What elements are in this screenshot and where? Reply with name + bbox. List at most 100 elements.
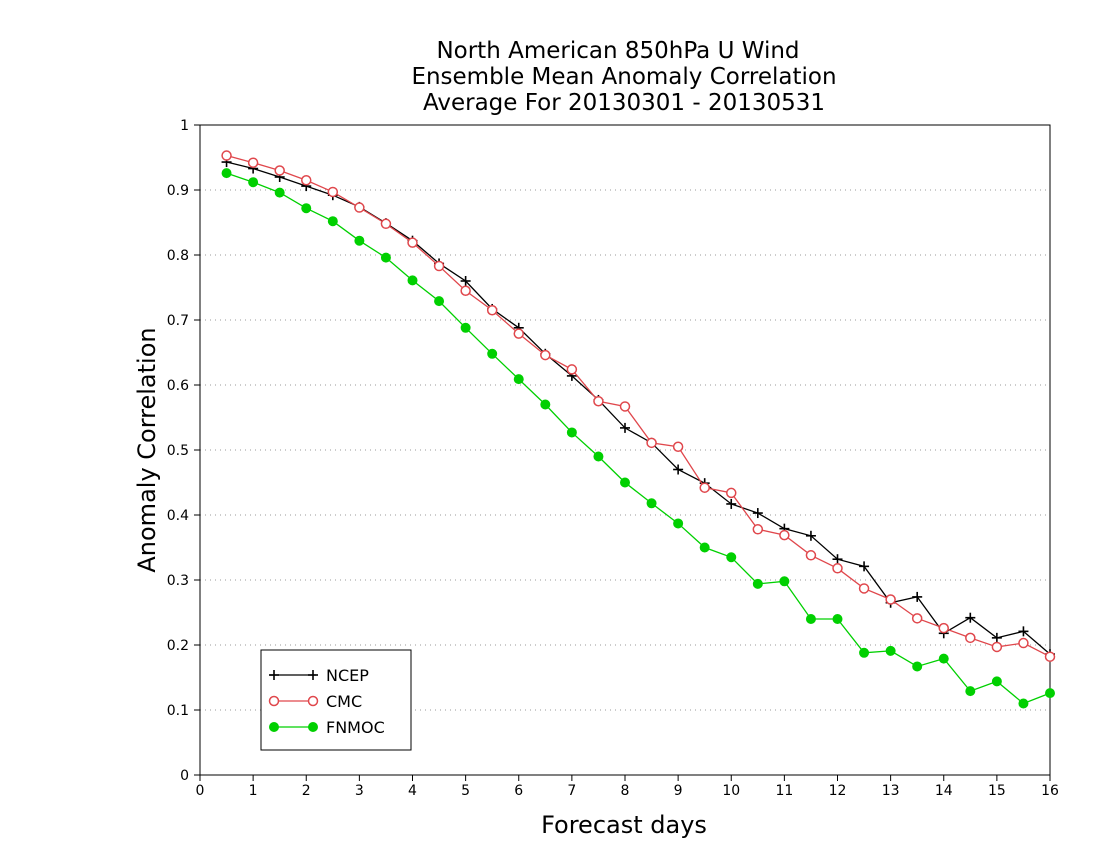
x-tick-label: 11: [775, 783, 793, 799]
fnmoc-point: [301, 203, 312, 214]
cmc-point: [726, 487, 737, 499]
cmc-point: [247, 157, 259, 168]
x-tick-label: 3: [355, 783, 364, 799]
cmc-series: [221, 150, 1056, 662]
legend-marker-start: [268, 695, 280, 707]
cmc-point: [301, 175, 312, 186]
legend-label-fnmoc: FNMOC: [326, 718, 385, 737]
fnmoc-point: [779, 576, 790, 587]
y-axis-label: Anomaly Correlation: [133, 327, 161, 572]
legend-entry-ncep: NCEP: [269, 666, 369, 685]
ncep-point: [805, 530, 816, 541]
fnmoc-point: [805, 614, 816, 624]
y-tick-label: 0.1: [167, 703, 189, 719]
legend-marker-end: [308, 722, 318, 732]
fnmoc-point: [487, 348, 498, 359]
fnmoc-point: [540, 399, 551, 410]
cmc-point: [486, 305, 498, 316]
cmc-point: [779, 529, 790, 541]
fnmoc-point: [566, 427, 577, 438]
fnmoc-point: [646, 498, 657, 509]
cmc-point: [274, 165, 285, 176]
x-tick-label: 5: [461, 783, 470, 799]
x-tick-label: 4: [408, 783, 417, 799]
ncep-series: [221, 157, 1055, 660]
legend-label-cmc: CMC: [326, 692, 362, 711]
fnmoc-point: [1045, 688, 1055, 699]
fnmoc-point: [354, 235, 365, 246]
x-tick-label: 16: [1041, 783, 1059, 799]
fnmoc-point: [221, 168, 232, 179]
fnmoc-point: [407, 275, 418, 286]
fnmoc-point: [513, 374, 524, 385]
cmc-point: [858, 583, 870, 594]
cmc-point: [460, 285, 471, 296]
cmc-point: [380, 218, 392, 230]
plot-frame: [199, 124, 1051, 776]
chart-title-line-3: Average For 20130301 - 20130531: [423, 90, 825, 116]
y-tick-label: 1: [180, 118, 189, 134]
x-tick-label: 9: [674, 783, 683, 799]
fnmoc-point: [593, 451, 604, 462]
cmc-point: [619, 401, 631, 412]
x-tick-label: 12: [829, 783, 847, 799]
legend-marker-end: [308, 670, 318, 680]
cmc-point: [354, 202, 365, 213]
x-tick-label: 1: [249, 783, 258, 799]
x-tick-label: 0: [196, 783, 205, 799]
ncep-point: [752, 508, 763, 519]
x-tick-label: 13: [882, 783, 900, 799]
cmc-point: [965, 632, 976, 644]
data-series: [221, 150, 1056, 709]
ncep-point: [832, 554, 843, 565]
fnmoc-point: [380, 252, 391, 263]
legend-entry-cmc: CMC: [268, 692, 362, 711]
x-tick-label: 2: [302, 783, 311, 799]
cmc-point: [221, 150, 232, 161]
legend-entry-fnmoc: FNMOC: [269, 718, 385, 737]
chart-title-line-2: Ensemble Mean Anomaly Correlation: [411, 64, 836, 90]
x-tick-label: 15: [988, 783, 1006, 799]
legend-marker-end: [307, 695, 319, 707]
ncep-point: [991, 632, 1002, 643]
cmc-point: [327, 186, 339, 198]
ncep-point: [620, 422, 630, 433]
y-tick-label: 0.6: [167, 378, 189, 394]
cmc-point: [407, 237, 418, 248]
ncep-point: [673, 464, 684, 475]
fnmoc-point: [274, 187, 285, 198]
x-tick-label: 10: [722, 783, 740, 799]
x-tick-label: 7: [567, 783, 576, 799]
fnmoc-point: [248, 177, 259, 188]
legend-marker-start: [269, 722, 279, 732]
cmc-point: [672, 441, 684, 452]
cmc-point: [885, 594, 896, 605]
cmc-point: [699, 482, 710, 493]
legend-label-ncep: NCEP: [326, 666, 369, 685]
y-tick-label: 0.9: [167, 183, 189, 199]
cmc-point: [911, 613, 923, 624]
x-tick-label: 8: [621, 783, 630, 799]
axis-ticks: 00.10.20.30.40.50.60.70.80.910 1 2 3 4 5 6 7 8 9 1…: [167, 118, 1059, 799]
fnmoc-point: [965, 686, 976, 697]
fnmoc-series: [221, 168, 1055, 709]
fnmoc-point: [620, 477, 630, 488]
y-tick-label: 0.5: [167, 443, 189, 459]
fnmoc-point: [885, 645, 896, 656]
fnmoc-point: [991, 676, 1002, 687]
fnmoc-point: [832, 614, 843, 624]
fnmoc-point: [327, 216, 338, 227]
fnmoc-point: [460, 322, 471, 333]
cmc-point: [938, 622, 949, 634]
ncep-point: [965, 612, 976, 623]
fnmoc-line: [226, 172, 1051, 705]
x-tick-label: 6: [514, 783, 523, 799]
fnmoc-point: [912, 661, 923, 672]
ncep-point: [1018, 626, 1029, 637]
y-tick-label: 0.2: [167, 638, 189, 654]
fnmoc-point: [938, 653, 949, 664]
fnmoc-point: [1018, 698, 1029, 709]
legend: NCEP CMC FNMOC: [260, 649, 412, 751]
y-tick-label: 0.3: [167, 573, 189, 589]
